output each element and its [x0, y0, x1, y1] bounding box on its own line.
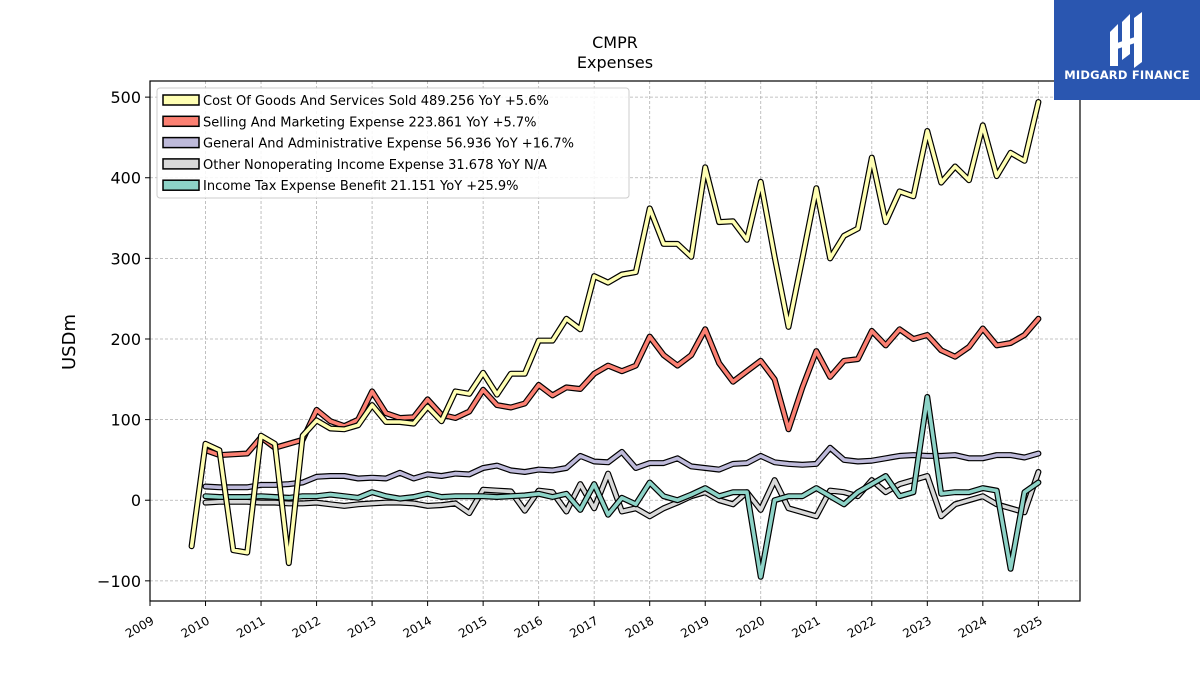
series-income-tax-expense-benefit	[202, 394, 1042, 580]
plot-frame	[149, 80, 1081, 602]
x-tick-label: 2015	[456, 613, 489, 640]
legend-label: Cost Of Goods And Services Sold 489.256 …	[203, 94, 549, 109]
x-tick-label: 2011	[234, 613, 267, 640]
series-general-and-administrative-expense	[202, 444, 1042, 491]
legend-swatch	[162, 158, 200, 170]
y-tick-label: −100	[97, 572, 141, 591]
x-tick-label: 2019	[678, 613, 711, 640]
legend-label: Income Tax Expense Benefit 21.151 YoY +2…	[203, 179, 518, 194]
x-tick-label: 2012	[290, 613, 323, 640]
series-line	[203, 395, 1041, 579]
legend-swatch	[162, 136, 200, 149]
x-tick-label: 2024	[956, 613, 989, 640]
legend-box	[156, 87, 630, 199]
brand-logo: MIDGARD FINANCE	[1054, 0, 1200, 100]
series-layer	[188, 99, 1042, 580]
x-tick-label: 2010	[179, 613, 212, 640]
x-tick-label: 2014	[401, 613, 434, 640]
y-tick-label: 100	[110, 411, 141, 430]
series-line	[203, 316, 1041, 457]
y-tick-label: 400	[110, 169, 141, 188]
x-tick-label: 2025	[1011, 613, 1044, 640]
legend: Cost Of Goods And Services Sold 489.256 …	[156, 87, 630, 199]
x-tick-label: 2021	[789, 613, 822, 640]
series-line	[203, 470, 1041, 519]
x-tick-label: 2017	[567, 613, 600, 640]
y-tick-label: 0	[131, 491, 141, 510]
series-other-nonoperating-income-expense	[202, 469, 1042, 520]
legend-swatch	[162, 115, 200, 128]
x-tick-label: 2023	[900, 613, 933, 640]
logo-mark-icon	[1110, 12, 1142, 68]
y-tick-label: 200	[110, 330, 141, 349]
y-axis: −100 0 100 200 300 400 500	[97, 88, 150, 591]
x-tick-label: 2009	[123, 613, 156, 640]
series-cost-of-goods-and-services-sold	[188, 99, 1042, 567]
legend-label: Selling And Marketing Expense 223.861 Yo…	[203, 115, 537, 130]
legend-swatch	[162, 94, 200, 106]
x-tick-label: 2020	[734, 613, 767, 640]
x-tick-label: 2018	[623, 613, 656, 640]
chart-title: CMPR	[592, 33, 638, 52]
legend-label: General And Administrative Expense 56.93…	[203, 137, 574, 152]
legend-label: Other Nonoperating Income Expense 31.678…	[203, 158, 547, 173]
y-axis-label: USDm	[59, 314, 80, 370]
x-axis: 2009 2010 2011 2012 2013 2014 2015 2016 2017 2018…	[123, 601, 1045, 641]
chart-subtitle: Expenses	[577, 53, 653, 72]
y-tick-label: 500	[110, 88, 141, 107]
x-tick-label: 2013	[345, 613, 378, 640]
y-tick-label: 300	[110, 249, 141, 268]
series-selling-and-marketing-expense	[202, 315, 1042, 459]
x-tick-label: 2022	[845, 613, 878, 640]
legend-swatch	[162, 179, 200, 191]
series-line	[203, 445, 1041, 490]
logo-text: MIDGARD FINANCE	[1064, 68, 1190, 82]
x-tick-label: 2016	[512, 613, 545, 640]
series-line	[189, 100, 1041, 565]
